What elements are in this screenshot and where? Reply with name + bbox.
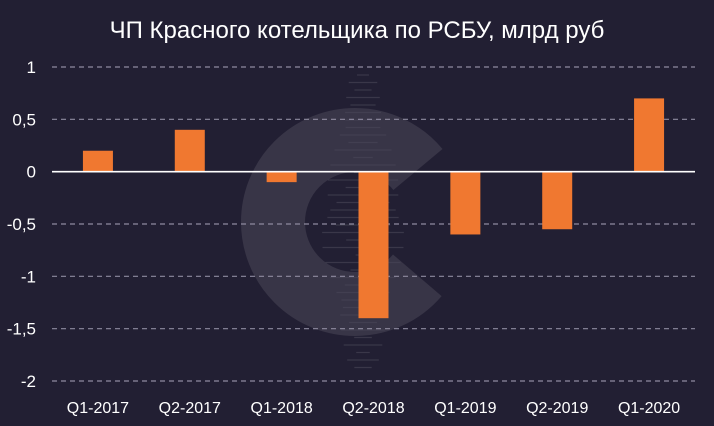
x-tick-label: Q2-2019 <box>526 400 588 417</box>
y-tick-label: 1 <box>27 58 36 77</box>
bars <box>82 98 665 319</box>
y-tick-label: 0 <box>27 163 36 182</box>
y-tick-label: -1,5 <box>7 320 36 339</box>
x-tick-label: Q2-2017 <box>159 400 221 417</box>
bar-q2-2019 <box>542 171 573 230</box>
x-tick-label: Q1-2019 <box>434 400 496 417</box>
logo-ring <box>241 108 469 336</box>
chart-title: ЧП Красного котельщика по РСБУ, млрд руб <box>110 17 605 44</box>
y-tick-label: -0,5 <box>7 215 36 234</box>
bar-q1-2018 <box>266 171 297 183</box>
y-axis-ticks: 1 0,5 0 -0,5 -1 -1,5 -2 <box>7 58 36 391</box>
y-tick-label: 0,5 <box>12 110 36 129</box>
bar-q2-2018 <box>358 171 389 319</box>
bar-q2-2017 <box>174 129 205 172</box>
bar-q1-2017 <box>82 150 113 172</box>
y-tick-label: -1 <box>21 267 36 286</box>
x-tick-label: Q1-2020 <box>618 400 680 417</box>
x-tick-label: Q2-2018 <box>342 400 404 417</box>
grid-lines <box>52 66 695 382</box>
x-tick-label: Q1-2018 <box>251 400 313 417</box>
x-tick-label: Q1-2017 <box>67 400 129 417</box>
bar-q1-2019 <box>450 171 481 235</box>
bar-q1-2020 <box>634 98 665 172</box>
x-axis-ticks: Q1-2017 Q2-2017 Q1-2018 Q2-2018 Q1-2019 Q2-20… <box>67 400 681 417</box>
y-tick-label: -2 <box>21 372 36 391</box>
